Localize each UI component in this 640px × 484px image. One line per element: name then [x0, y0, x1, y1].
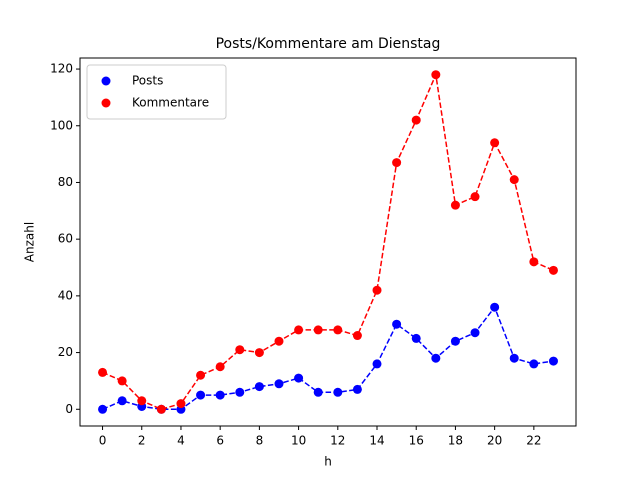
data-point	[431, 70, 441, 80]
data-point	[274, 336, 284, 346]
data-point	[137, 396, 147, 406]
x-tick-label: 0	[99, 434, 107, 448]
y-tick-label: 80	[58, 175, 73, 189]
x-axis-label: h	[324, 455, 332, 469]
data-point	[176, 399, 186, 409]
chart-title: Posts/Kommentare am Dienstag	[216, 36, 441, 52]
legend-marker	[101, 76, 111, 86]
legend-label: Posts	[132, 74, 163, 88]
y-tick-label: 100	[50, 118, 73, 132]
data-point	[98, 367, 108, 377]
legend-marker	[101, 98, 111, 108]
data-point	[450, 336, 460, 346]
data-point	[490, 302, 500, 312]
series-line	[102, 72, 554, 411]
y-tick-label: 40	[58, 288, 73, 302]
y-axis-label: Anzahl	[23, 222, 37, 262]
data-point	[470, 192, 480, 202]
data-point	[529, 257, 539, 267]
data-point	[294, 325, 304, 335]
x-tick-label: 2	[138, 434, 146, 448]
data-point	[490, 138, 500, 148]
data-point	[254, 348, 264, 358]
data-point	[196, 390, 206, 400]
x-tick-label: 16	[409, 434, 424, 448]
legend-label: Kommentare	[132, 96, 209, 110]
data-point	[294, 373, 304, 383]
data-point	[117, 376, 127, 386]
y-tick-label: 120	[50, 62, 73, 76]
data-point	[431, 353, 441, 363]
data-point	[333, 387, 343, 397]
data-point	[274, 379, 284, 389]
data-point	[215, 390, 225, 400]
data-point	[411, 115, 421, 125]
x-tick-label: 4	[177, 434, 185, 448]
y-tick-label: 60	[58, 232, 73, 246]
x-tick-label: 14	[369, 434, 384, 448]
data-point	[509, 353, 519, 363]
data-point	[548, 356, 558, 366]
data-point	[372, 359, 382, 369]
x-tick-label: 12	[330, 434, 345, 448]
data-point	[411, 333, 421, 343]
data-point	[392, 158, 402, 168]
x-tick-label: 20	[487, 434, 502, 448]
data-point	[215, 362, 225, 372]
x-tick-label: 8	[256, 434, 264, 448]
data-point	[117, 396, 127, 406]
data-point	[372, 285, 382, 295]
data-point	[392, 319, 402, 329]
data-point	[529, 359, 539, 369]
data-point	[548, 265, 558, 275]
data-point	[352, 384, 362, 394]
data-point	[235, 387, 245, 397]
legend-box	[86, 64, 227, 120]
x-tick-label: 10	[291, 434, 306, 448]
x-tick-label: 22	[526, 434, 541, 448]
data-point	[509, 175, 519, 185]
data-point	[98, 404, 108, 414]
data-point	[313, 325, 323, 335]
x-tick-label: 18	[448, 434, 463, 448]
data-point	[156, 404, 166, 414]
data-point	[450, 200, 460, 210]
data-point	[313, 387, 323, 397]
data-point	[196, 370, 206, 380]
x-tick-label: 6	[216, 434, 224, 448]
plot-frame	[79, 57, 577, 427]
series-line	[102, 305, 554, 411]
y-tick-label: 20	[58, 345, 73, 359]
data-point	[470, 328, 480, 338]
y-tick-label: 0	[65, 402, 73, 416]
data-point	[235, 345, 245, 355]
data-point	[254, 382, 264, 392]
data-point	[333, 325, 343, 335]
data-point	[352, 331, 362, 341]
